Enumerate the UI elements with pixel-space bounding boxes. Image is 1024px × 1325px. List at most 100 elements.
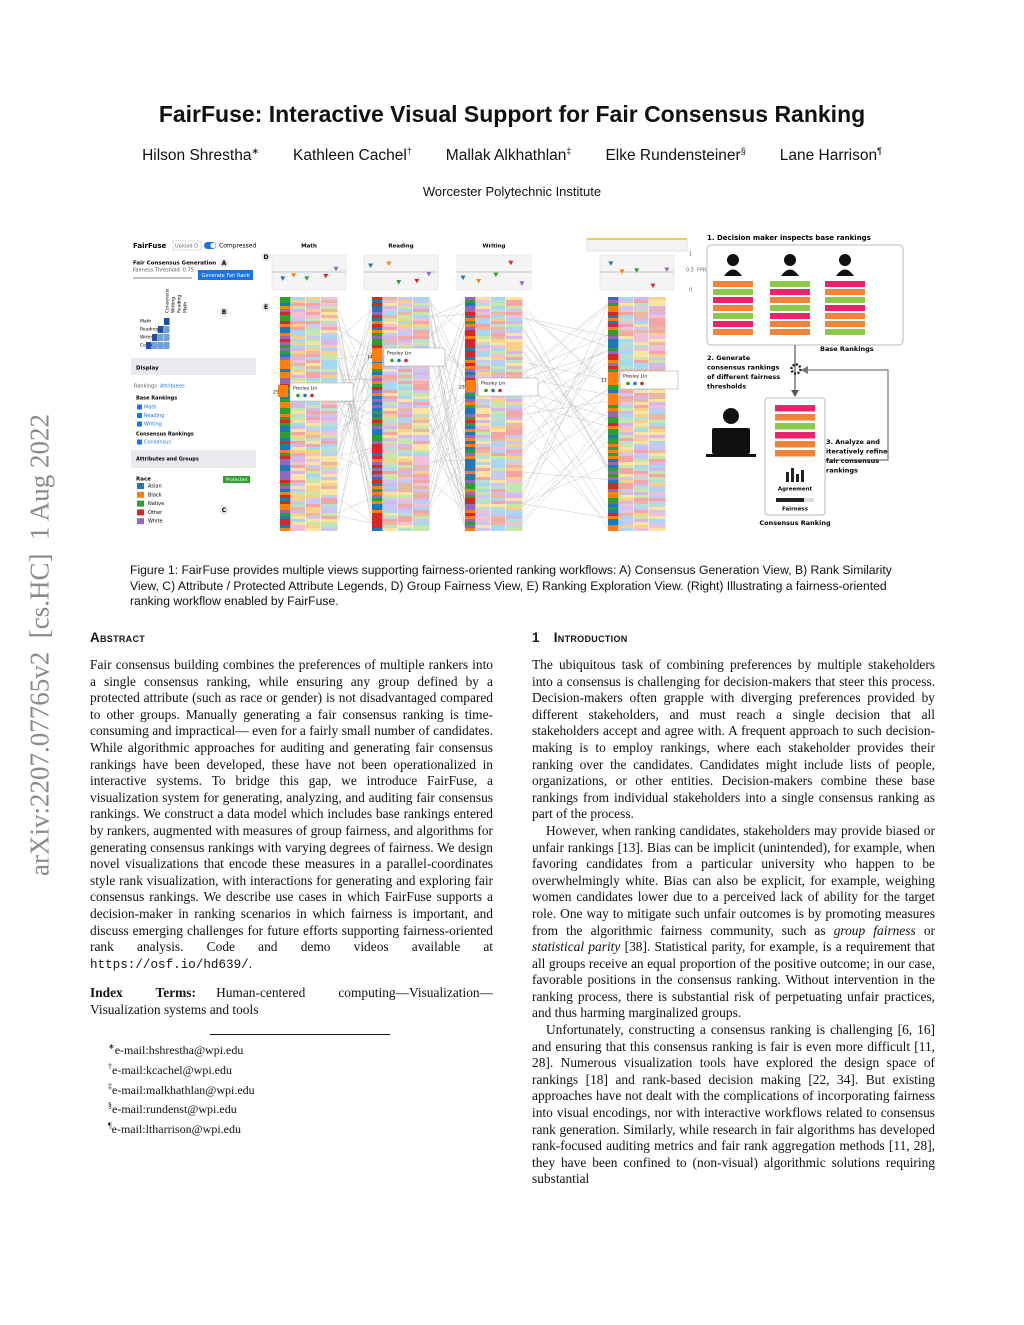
rank-stripe bbox=[649, 528, 666, 531]
rank-stripe bbox=[383, 315, 398, 318]
checkbox-label: Math bbox=[144, 405, 157, 411]
rank-bar bbox=[770, 281, 810, 287]
rank-stripe bbox=[634, 444, 649, 447]
rank-stripe bbox=[619, 417, 634, 420]
rank-stripe bbox=[634, 501, 649, 504]
rank-stripe bbox=[634, 462, 649, 465]
rank-stripe bbox=[506, 354, 523, 357]
rank-stripe bbox=[372, 345, 383, 348]
left-column: Abstract Fair consensus building combine… bbox=[90, 630, 493, 1137]
rank-stripe bbox=[398, 453, 413, 456]
rank-stripe bbox=[413, 366, 430, 369]
rank-stripe bbox=[413, 486, 430, 489]
rank-stripe bbox=[398, 381, 413, 384]
rank-stripe bbox=[280, 477, 291, 480]
rank-stripe bbox=[372, 366, 383, 369]
rank-stripe bbox=[634, 528, 649, 531]
rank-bar bbox=[825, 281, 865, 287]
url[interactable]: https://osf.io/hd639/ bbox=[90, 957, 249, 972]
rank-stripe bbox=[398, 402, 413, 405]
popup-dot bbox=[498, 388, 502, 393]
rank-stripe bbox=[383, 492, 398, 495]
rank-stripe bbox=[465, 351, 476, 354]
rank-stripe bbox=[398, 384, 413, 387]
author-mark: ¶ bbox=[877, 146, 882, 156]
rank-stripe bbox=[321, 330, 338, 333]
rank-stripe bbox=[649, 516, 666, 519]
rank-number: 11 bbox=[601, 378, 607, 384]
fairness-marker bbox=[519, 281, 525, 286]
rank-stripe bbox=[608, 420, 619, 423]
rank-stripe bbox=[506, 480, 523, 483]
rank-stripe bbox=[465, 456, 476, 459]
rank-stripe bbox=[306, 405, 321, 408]
rank-stripe bbox=[372, 333, 383, 336]
rank-stripe bbox=[413, 492, 430, 495]
rank-stripe bbox=[608, 528, 619, 531]
rank-stripe bbox=[634, 399, 649, 402]
rank-stripe bbox=[608, 504, 619, 507]
rank-stripe bbox=[476, 507, 491, 510]
rank-stripe bbox=[619, 303, 634, 306]
rank-stripe bbox=[398, 303, 413, 306]
step-label: rankings bbox=[826, 467, 858, 475]
rank-stripe bbox=[291, 501, 306, 504]
connection bbox=[337, 399, 373, 493]
connection bbox=[522, 503, 609, 519]
connection bbox=[337, 337, 373, 527]
rank-stripe bbox=[491, 471, 506, 474]
rank-stripe bbox=[413, 315, 430, 318]
rank-stripe bbox=[280, 444, 291, 447]
rank-stripe bbox=[280, 516, 291, 519]
rank-stripe bbox=[465, 303, 476, 306]
panel-badge bbox=[261, 302, 271, 312]
rank-stripe bbox=[506, 447, 523, 450]
rank-stripe bbox=[465, 486, 476, 489]
rank-stripe bbox=[619, 489, 634, 492]
rank-stripe bbox=[413, 303, 430, 306]
rank-stripe bbox=[465, 447, 476, 450]
rank-stripe bbox=[506, 504, 523, 507]
rank-stripe bbox=[491, 375, 506, 378]
rank-stripe bbox=[506, 483, 523, 486]
rank-bar bbox=[770, 329, 810, 335]
rank-bar bbox=[770, 297, 810, 303]
rank-stripe bbox=[608, 459, 619, 462]
rank-stripe bbox=[383, 435, 398, 438]
rank-stripe bbox=[321, 498, 338, 501]
rank-stripe bbox=[491, 399, 506, 402]
laptop-base bbox=[706, 454, 756, 457]
rank-stripe bbox=[280, 405, 291, 408]
connection bbox=[337, 456, 373, 470]
rank-stripe bbox=[413, 324, 430, 327]
rank-stripe bbox=[649, 357, 666, 360]
rank-stripe bbox=[306, 474, 321, 477]
index-terms: Index Terms: Human-centered computing—Vi… bbox=[90, 985, 493, 1018]
rank-stripe bbox=[372, 480, 383, 483]
rank-stripe bbox=[491, 324, 506, 327]
rank-bar bbox=[775, 432, 815, 439]
rank-stripe bbox=[280, 306, 291, 309]
rank-stripe bbox=[280, 396, 291, 399]
rank-stripe bbox=[619, 429, 634, 432]
rank-stripe bbox=[491, 501, 506, 504]
rank-stripe bbox=[619, 492, 634, 495]
agreement-label: Agreement bbox=[778, 487, 813, 493]
rank-stripe bbox=[476, 438, 491, 441]
rank-stripe bbox=[398, 399, 413, 402]
rank-stripe bbox=[383, 480, 398, 483]
popup-dot bbox=[491, 388, 495, 393]
popup-dot bbox=[404, 358, 408, 363]
rank-stripe bbox=[491, 414, 506, 417]
rank-stripe bbox=[476, 528, 491, 531]
rank-stripe bbox=[372, 300, 383, 303]
rank-stripe bbox=[291, 411, 306, 414]
connection bbox=[337, 446, 373, 472]
rank-stripe bbox=[321, 420, 338, 423]
rank-stripe bbox=[634, 312, 649, 315]
rank-stripe bbox=[321, 441, 338, 444]
rank-stripe bbox=[608, 384, 619, 387]
connection bbox=[522, 322, 609, 507]
rank-stripe bbox=[398, 501, 413, 504]
similarity-matrix: Consensus Writing Reading MathMathReadingWr… bbox=[140, 288, 189, 349]
